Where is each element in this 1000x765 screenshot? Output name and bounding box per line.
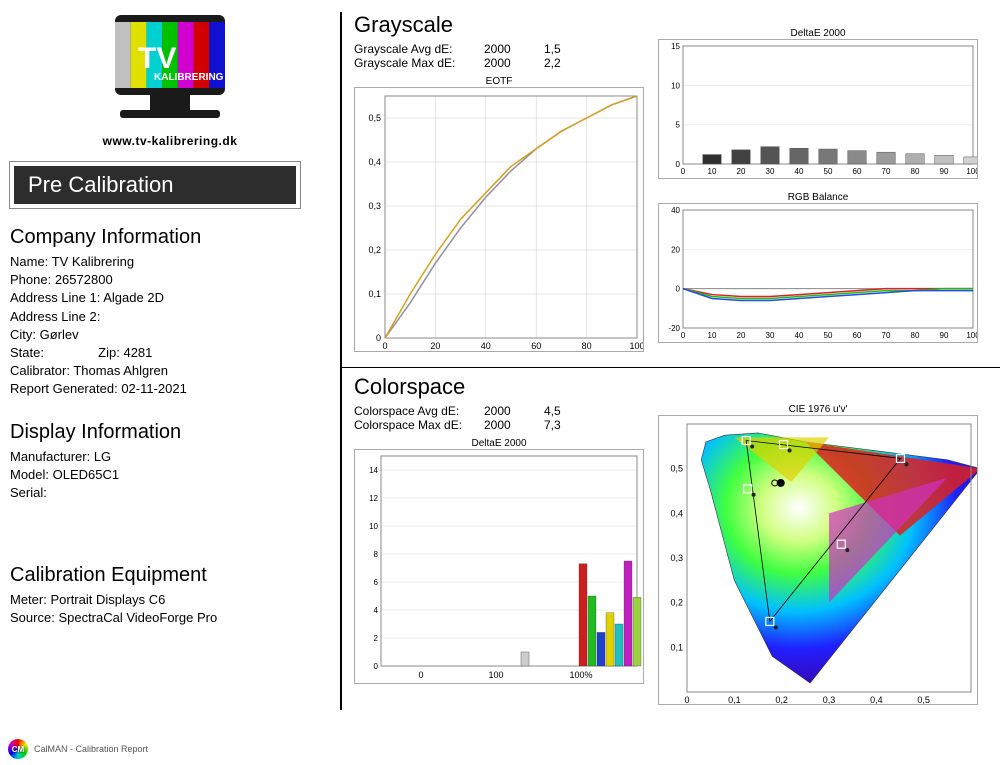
svg-text:0: 0 <box>374 662 379 671</box>
grayscale-avg-row: Grayscale Avg dE:20001,5 <box>354 42 584 56</box>
svg-text:60: 60 <box>531 341 541 351</box>
svg-text:0,4: 0,4 <box>670 508 683 518</box>
svg-text:0: 0 <box>684 695 689 705</box>
cie-chart: CIE 1976 u'v' 00,10,20,30,40,50,10,20,30… <box>658 404 978 710</box>
svg-text:0: 0 <box>681 331 686 340</box>
svg-text:100: 100 <box>966 167 978 176</box>
logo-sub-text: KALIBRERING <box>154 72 224 83</box>
footer: CalMAN - Calibration Report <box>8 739 148 759</box>
svg-text:0,4: 0,4 <box>368 157 381 167</box>
svg-text:10: 10 <box>369 522 378 531</box>
svg-text:0,1: 0,1 <box>670 642 683 652</box>
svg-text:0,3: 0,3 <box>670 553 683 563</box>
svg-text:0,2: 0,2 <box>368 245 381 255</box>
svg-text:10: 10 <box>708 331 717 340</box>
svg-text:15: 15 <box>671 42 680 51</box>
svg-text:4: 4 <box>374 606 379 615</box>
svg-text:90: 90 <box>940 331 949 340</box>
company-heading: Company Information <box>10 226 330 249</box>
svg-text:-20: -20 <box>668 324 680 333</box>
svg-text:40: 40 <box>795 167 804 176</box>
svg-text:0,5: 0,5 <box>670 464 683 474</box>
svg-text:30: 30 <box>766 331 775 340</box>
logo: TV KALIBRERING www.tv-kalibrering.dk <box>10 10 330 148</box>
svg-text:20: 20 <box>737 331 746 340</box>
svg-text:80: 80 <box>911 331 920 340</box>
svg-text:0: 0 <box>681 167 686 176</box>
svg-text:10: 10 <box>708 167 717 176</box>
svg-text:0,1: 0,1 <box>728 695 741 705</box>
colorspace-section: Colorspace Colorspace Avg dE:20004,5 Col… <box>354 374 992 710</box>
svg-text:0,3: 0,3 <box>368 201 381 211</box>
svg-text:70: 70 <box>882 331 891 340</box>
tv-logo-icon: TV KALIBRERING <box>90 10 250 130</box>
svg-text:60: 60 <box>853 331 862 340</box>
svg-text:14: 14 <box>369 466 378 475</box>
grayscale-section: Grayscale Grayscale Avg dE:20001,5 Grays… <box>354 12 992 357</box>
svg-text:0: 0 <box>418 670 423 680</box>
svg-text:0,5: 0,5 <box>368 113 381 123</box>
svg-text:8: 8 <box>374 550 379 559</box>
svg-text:40: 40 <box>481 341 491 351</box>
svg-text:40: 40 <box>671 206 680 215</box>
svg-text:0,3: 0,3 <box>823 695 836 705</box>
svg-text:0,2: 0,2 <box>775 695 788 705</box>
company-info: Name: TV Kalibrering Phone: 26572800 Add… <box>10 253 330 399</box>
svg-text:50: 50 <box>824 331 833 340</box>
svg-text:90: 90 <box>940 167 949 176</box>
deltae-grayscale-chart: DeltaE 2000 0510150102030405060708090100 <box>658 28 978 184</box>
svg-text:30: 30 <box>766 167 775 176</box>
svg-text:80: 80 <box>911 167 920 176</box>
svg-text:100: 100 <box>488 670 503 680</box>
svg-text:40: 40 <box>795 331 804 340</box>
equipment-info: Meter: Portrait Displays C6 Source: Spec… <box>10 591 330 627</box>
svg-text:0,1: 0,1 <box>368 289 381 299</box>
svg-text:0,2: 0,2 <box>670 598 683 608</box>
svg-text:10: 10 <box>671 81 680 90</box>
equipment-heading: Calibration Equipment <box>10 564 330 587</box>
logo-tv-text: TV <box>138 42 176 75</box>
svg-text:0,4: 0,4 <box>870 695 883 705</box>
svg-text:0: 0 <box>676 285 681 294</box>
svg-text:6: 6 <box>374 578 379 587</box>
svg-text:50: 50 <box>824 167 833 176</box>
svg-text:100: 100 <box>966 331 978 340</box>
svg-text:5: 5 <box>676 121 681 130</box>
svg-text:20: 20 <box>737 167 746 176</box>
display-info: Manufacturer: LG Model: OLED65C1 Serial: <box>10 448 330 503</box>
svg-text:2: 2 <box>374 634 379 643</box>
grayscale-max-row: Grayscale Max dE:20002,2 <box>354 56 584 70</box>
calman-logo-icon <box>8 739 28 759</box>
svg-text:100%: 100% <box>569 670 592 680</box>
svg-text:60: 60 <box>853 167 862 176</box>
svg-text:100: 100 <box>629 341 644 351</box>
site-url: www.tv-kalibrering.dk <box>10 134 330 148</box>
svg-text:0: 0 <box>376 333 381 343</box>
svg-text:12: 12 <box>369 494 378 503</box>
colorspace-heading: Colorspace <box>354 374 992 400</box>
eotf-chart: EOTF 00,10,20,30,40,5020406080100 <box>354 76 644 357</box>
svg-text:70: 70 <box>882 167 891 176</box>
deltae-colorspace-chart: 0 2 4 6 8 10 12 14 0 100 100% <box>354 449 644 684</box>
rgb-balance-chart: RGB Balance -200204001020304050607080901… <box>658 192 978 348</box>
svg-text:0,5: 0,5 <box>917 695 930 705</box>
svg-text:0: 0 <box>382 341 387 351</box>
colorspace-max-row: Colorspace Max dE:20007,3 <box>354 418 644 432</box>
pre-calibration-banner: Pre Calibration <box>10 162 300 208</box>
svg-text:20: 20 <box>671 245 680 254</box>
svg-text:20: 20 <box>430 341 440 351</box>
colorspace-avg-row: Colorspace Avg dE:20004,5 <box>354 404 644 418</box>
svg-text:80: 80 <box>582 341 592 351</box>
display-heading: Display Information <box>10 421 330 444</box>
